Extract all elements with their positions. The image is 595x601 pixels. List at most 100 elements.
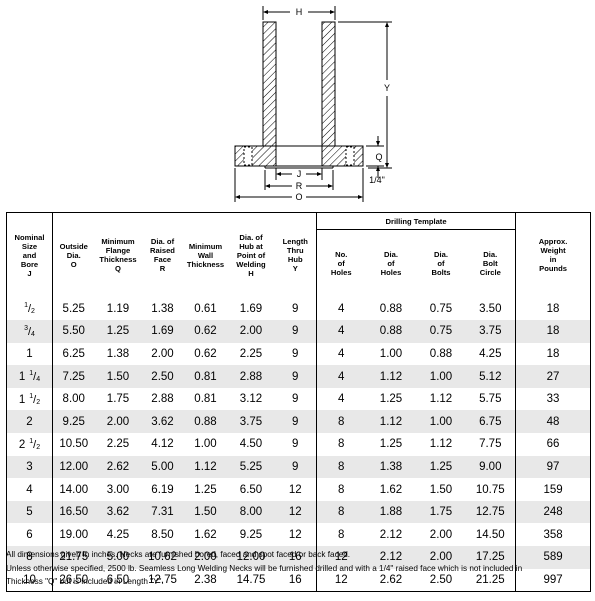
size-whole: 3	[26, 460, 33, 473]
table-cell: 3.12	[239, 393, 263, 406]
table-cell: 3.50	[479, 302, 502, 315]
header-line: Dia.	[384, 250, 398, 260]
header-hub-dia: Dia. of Hub at Point of Welding H	[228, 213, 275, 298]
table-cell: 4	[316, 320, 366, 343]
table-cell: 9.25	[52, 410, 95, 434]
size-whole: 8	[26, 551, 33, 564]
table-cell: 2.12	[365, 546, 417, 569]
table-cell: 9.25	[239, 528, 263, 541]
table-cell: 9	[274, 320, 317, 343]
table-cell: 9	[274, 410, 317, 434]
table-cell: 4	[316, 365, 366, 388]
size-fraction: 1/2	[29, 438, 40, 451]
table-cell: 2.12	[379, 528, 403, 541]
label-J: J	[297, 169, 302, 179]
header-line: of	[337, 259, 345, 269]
fraction-numerator: 1	[29, 392, 34, 400]
header-line: Dia. of	[239, 232, 263, 242]
table-row: 2 1/2 10.50 2.25 4.12 1.00 4.50 9 8 1.25 1.12 7.75 6…	[6, 433, 591, 456]
table-cell: 248	[515, 500, 591, 524]
size-whole: 2	[26, 415, 33, 428]
table-cell: 97	[515, 455, 591, 479]
table-cell: 7.75	[479, 438, 502, 451]
cell-size: 1/2	[6, 297, 53, 321]
table-cell: 10.75	[475, 483, 505, 496]
table-cell: 2.00	[151, 347, 174, 360]
header-line: Thickness	[186, 259, 225, 269]
table-cell: 8.50	[151, 528, 174, 541]
table-cell: 16.50	[52, 500, 95, 524]
header-line: Dia.	[434, 250, 448, 260]
cell-size: 8	[6, 546, 53, 569]
note-line: All dimensions given in inches. Necks ar…	[6, 550, 351, 559]
table-cell: 0.81	[183, 365, 228, 388]
table-cell: 9	[292, 438, 299, 451]
table-cell: 8.00	[52, 387, 95, 411]
table-cell: 2.00	[227, 320, 275, 343]
table-cell: 2.62	[379, 573, 403, 586]
table-header: Nominal Size and Bore J Outside Dia. O Minimum…	[6, 212, 591, 298]
table-cell: 2.38	[194, 573, 217, 586]
table-cell: 10.62	[141, 546, 184, 569]
table-cell: 18	[515, 320, 591, 343]
size-fraction: 3/4	[24, 325, 35, 338]
table-row: 3/4 5.50 1.25 1.69 0.62 2.00 9 4 0.88 0.75 3.75 18	[6, 320, 591, 343]
header-line: Wall	[197, 250, 214, 260]
table-cell: 9	[274, 455, 317, 479]
table-row: 8 21.75 5.00 10.62 2.00 12.00 16 12 2.12 2.00 17.2…	[6, 546, 591, 569]
table-cell: 8	[316, 523, 366, 547]
table-cell: 21.75	[52, 546, 95, 569]
header-line: O	[70, 259, 77, 269]
header-line: Welding	[236, 259, 266, 269]
table-cell: 48	[515, 410, 591, 434]
header-line: Length	[282, 237, 308, 247]
table-cell: 4.12	[151, 438, 174, 451]
flange-left	[234, 145, 277, 167]
table-cell: 6.19	[151, 483, 174, 496]
table-cell: 1.19	[106, 302, 130, 315]
cell-size: 4	[6, 478, 53, 501]
table-cell: 1.38	[106, 347, 130, 360]
table-cell: 12	[316, 568, 366, 592]
table-cell: 0.81	[194, 393, 217, 406]
table-cell: 1.62	[379, 483, 403, 496]
table-cell: 159	[515, 478, 591, 501]
table-cell: 1.69	[141, 320, 184, 343]
header-line: Minimum	[188, 241, 223, 251]
table-cell: 6.50	[106, 573, 130, 586]
table-cell: 16	[274, 546, 317, 569]
bolt-hole-right	[345, 146, 355, 166]
table-cell: 19.00	[52, 523, 95, 547]
table-cell: 4.50	[239, 438, 263, 451]
header-line: Face	[153, 255, 172, 265]
table-body: 1/2 5.25 1.19 1.38 0.61 1.69 9 4 0.88 0.75 3.50 18 3…	[6, 297, 591, 592]
fraction-denominator: 2	[36, 443, 41, 451]
table-cell: 14.50	[475, 528, 505, 541]
note-line: Unless otherwise specified, 2500 lb. Sea…	[6, 563, 523, 573]
table-cell: 2.00	[94, 410, 142, 434]
label-R: R	[296, 181, 303, 191]
table-cell: 2.50	[141, 365, 184, 388]
table-cell: 10.50	[52, 433, 95, 456]
cell-size: 1	[6, 342, 53, 366]
header-line: Y	[292, 264, 298, 274]
flange-spec-table: Nominal Size and Bore J Outside Dia. O Minimum…	[6, 212, 592, 593]
table-cell: 7.25	[52, 365, 95, 388]
table-cell: 6.75	[465, 410, 516, 434]
header-line: and	[22, 250, 37, 260]
header-bolt-circle: Dia. Bolt Circle	[466, 230, 516, 298]
header-line: Thru	[286, 246, 304, 256]
table-cell: 1.25	[379, 438, 403, 451]
header-nominal-size: Nominal Size and Bore J	[6, 212, 53, 298]
fraction-numerator: 1	[29, 370, 34, 378]
fraction-numerator: 3	[24, 324, 28, 332]
table-cell: 17.25	[465, 546, 516, 569]
header-line: Q	[115, 264, 121, 274]
label-Y: Y	[384, 83, 390, 93]
table-cell: 1.00	[194, 438, 217, 451]
header-line: in	[549, 255, 557, 265]
table-cell: 5.00	[141, 455, 184, 479]
table-cell: 1.12	[365, 365, 417, 388]
table-cell: 18	[515, 297, 591, 321]
table-cell: 4	[316, 387, 366, 411]
